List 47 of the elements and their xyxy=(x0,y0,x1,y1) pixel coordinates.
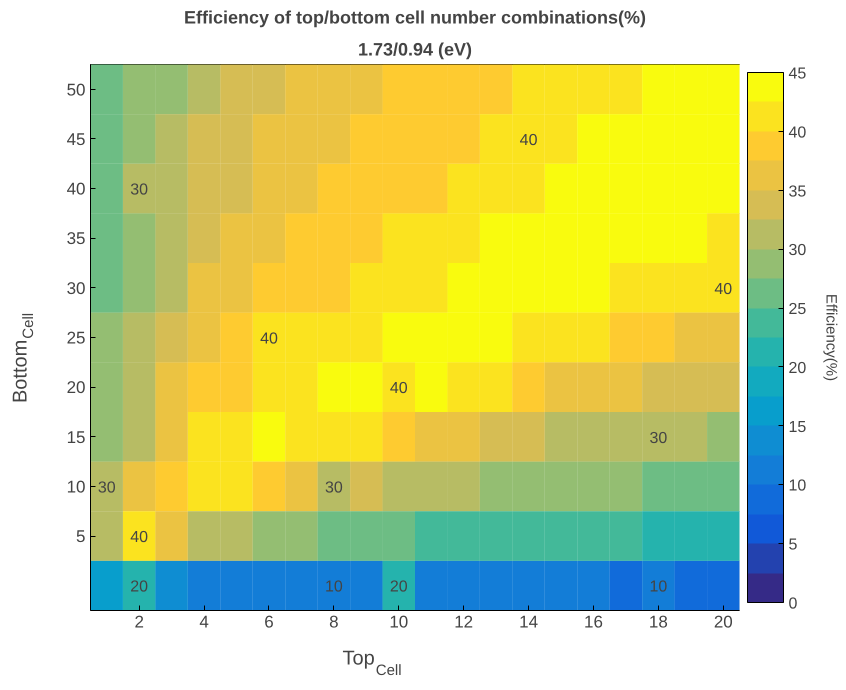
color-bar-label: 10 xyxy=(788,478,806,495)
color-bar-label: 15 xyxy=(788,418,806,436)
x-tick-label: 2 xyxy=(134,612,144,632)
y-tick-label: 20 xyxy=(66,378,86,398)
data-label: 30 xyxy=(98,479,116,496)
y-tick-label: 5 xyxy=(76,527,86,546)
x-tick-label: 20 xyxy=(714,612,733,632)
y-tick-label: 50 xyxy=(66,80,86,100)
data-label: 40 xyxy=(260,330,278,348)
color-bar-label: 45 xyxy=(788,66,806,82)
x-tick-label: 10 xyxy=(389,612,408,632)
x-tick-label: 14 xyxy=(519,612,538,632)
x-tick-label: 8 xyxy=(329,612,339,632)
y-axis-title: BottomCell xyxy=(10,312,37,404)
y-tick-label: 45 xyxy=(66,130,86,149)
data-label: 40 xyxy=(390,380,408,398)
y-tick-label: 15 xyxy=(66,428,86,447)
data-label: 30 xyxy=(649,430,668,447)
x-tick-label: 4 xyxy=(199,612,209,632)
x-tick-label: 18 xyxy=(648,612,668,632)
data-label: 20 xyxy=(130,578,148,596)
y-tick-label: 30 xyxy=(66,278,86,298)
color-bar-label: 35 xyxy=(788,183,806,200)
color-bar-label: 25 xyxy=(788,301,806,318)
x-tick-label: 12 xyxy=(454,612,474,632)
color-bar-label: 40 xyxy=(788,124,806,142)
x-tick-label: 16 xyxy=(584,612,603,632)
color-bar-label: 30 xyxy=(788,242,806,260)
y-tick-label: 10 xyxy=(66,477,86,496)
data-label: 10 xyxy=(649,578,668,596)
y-tick-label: 35 xyxy=(66,229,86,248)
color-bar-label: 0 xyxy=(788,596,798,612)
color-bar-label: 5 xyxy=(788,536,798,554)
chart-title: Efficiency of top/bottom cell number combinations(%) xyxy=(184,8,646,28)
data-label: 30 xyxy=(130,182,148,199)
color-bar-label: 20 xyxy=(788,360,806,377)
y-tick-label: 40 xyxy=(66,180,86,199)
x-tick-label: 6 xyxy=(264,612,274,632)
y-tick-label: 25 xyxy=(66,328,86,348)
data-label: 40 xyxy=(520,132,538,149)
data-label: 10 xyxy=(324,578,343,596)
data-label: 30 xyxy=(324,479,343,496)
color-bar-title: Efficiency(%) xyxy=(822,294,840,382)
chart-subtitle: 1.73/0.94 (eV) xyxy=(358,40,472,60)
data-label: 20 xyxy=(390,578,408,596)
data-label: 40 xyxy=(130,529,148,546)
data-label: 40 xyxy=(714,280,732,298)
